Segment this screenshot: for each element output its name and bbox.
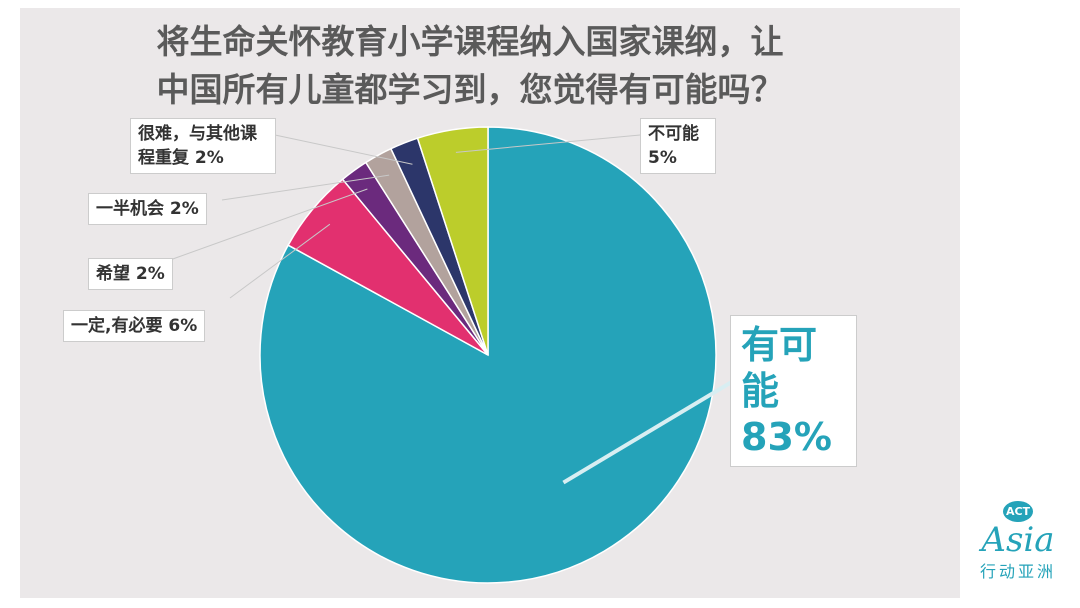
leader-line: [455, 134, 641, 153]
logo-chinese: 行动亚洲: [979, 562, 1056, 581]
pie-slice: [416, 126, 489, 356]
category-label: 有可能: [741, 323, 818, 413]
value-label: 6%: [168, 316, 198, 336]
value-label: 5%: [648, 148, 677, 168]
leader-line: [169, 188, 368, 261]
chart-title: 将生命关怀教育小学课程纳入国家课纲，让中国所有儿童都学习到，您觉得有可能吗？: [156, 22, 784, 109]
value-label: 2%: [194, 148, 224, 168]
category-label: 希望: [96, 264, 130, 284]
data-label: 很难，与其他课程重复 2%: [130, 118, 276, 174]
logo-name: Asia: [981, 520, 1055, 560]
value-label: 2%: [169, 199, 199, 219]
leader-line: [562, 378, 737, 485]
value-label: 2%: [135, 264, 165, 284]
data-label: 不可能 5%: [640, 118, 716, 174]
logo: ACT Asia 行动亚洲: [968, 500, 1068, 582]
leader-line: [229, 223, 331, 299]
data-label: 有可能 83%: [730, 315, 857, 467]
leader-line: [221, 174, 390, 201]
category-label: 很难，与其他课程重复: [138, 124, 257, 168]
data-label: 一定,有必要 6%: [63, 310, 206, 342]
value-label: 83%: [741, 415, 832, 459]
data-label: 希望 2%: [88, 258, 173, 290]
category-label: 一定,有必要: [71, 316, 163, 336]
category-label: 一半机会: [96, 199, 164, 219]
leader-line: [274, 134, 413, 165]
data-label: 一半机会 2%: [88, 193, 207, 225]
category-label: 不可能: [648, 124, 699, 144]
logo-badge: ACT: [1002, 501, 1034, 522]
